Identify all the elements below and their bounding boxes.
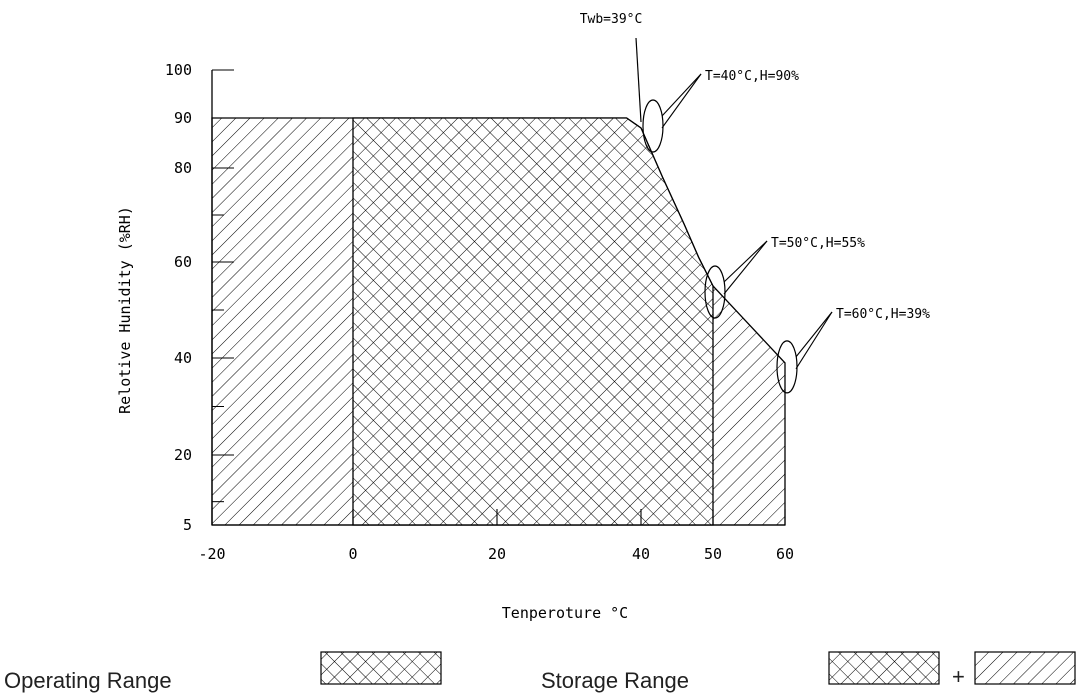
annotation-label: T=50°C,H=55% (771, 236, 865, 251)
operating-range-region (352, 117, 714, 526)
annotation-leader (661, 73, 702, 117)
y-axis-label: Relotive Hunidity (%RH) (116, 206, 134, 414)
y-tick-label: 60 (174, 253, 192, 271)
annotation-twb: Twb=39°C (580, 12, 643, 27)
x-tick-label: 20 (488, 545, 506, 563)
annotation-twb-leader (635, 37, 642, 123)
axes-layer (211, 70, 785, 526)
x-tick-label: 50 (704, 545, 722, 563)
legend: Operating Range Storage Range + (4, 651, 1076, 693)
y-tick-label: 100 (165, 61, 192, 79)
annotation-leader (795, 311, 833, 358)
x-tick-label: 0 (348, 545, 357, 563)
y-tick-label: 5 (183, 516, 192, 534)
ticks-layer: 5 20 40 60 80 90 100 -20 0 20 40 50 60 (165, 61, 794, 563)
y-tick-label: 90 (174, 109, 192, 127)
legend-storage-diagonal-swatch (974, 651, 1076, 685)
legend-storage-label: Storage Range (541, 668, 689, 693)
legend-plus-sign: + (952, 664, 965, 689)
x-tick-label: 40 (632, 545, 650, 563)
legend-operating-label: Operating Range (4, 668, 172, 693)
x-axis-label: Tenperoture °C (502, 604, 628, 622)
y-tick-label: 40 (174, 349, 192, 367)
annotation-leader (723, 240, 768, 283)
annotation-label: T=60°C,H=39% (836, 307, 930, 322)
x-tick-label: 60 (776, 545, 794, 563)
annotation-ellipse (642, 99, 664, 153)
x-tick-label: -20 (198, 545, 225, 563)
annotation-label: T=40°C,H=90% (705, 69, 799, 84)
annotation-leader (661, 73, 702, 129)
regions-layer (211, 117, 786, 526)
legend-storage-crosshatch-swatch (828, 651, 940, 685)
y-tick-label: 20 (174, 446, 192, 464)
annotations-layer: Twb=39°C T=40°C,H=90% T=50°C,H=55% T=60°C,H… (580, 12, 930, 394)
annotation-leader (723, 240, 768, 295)
y-tick-label: 80 (174, 159, 192, 177)
annotation-leader (795, 311, 833, 370)
legend-operating-swatch (320, 651, 442, 685)
